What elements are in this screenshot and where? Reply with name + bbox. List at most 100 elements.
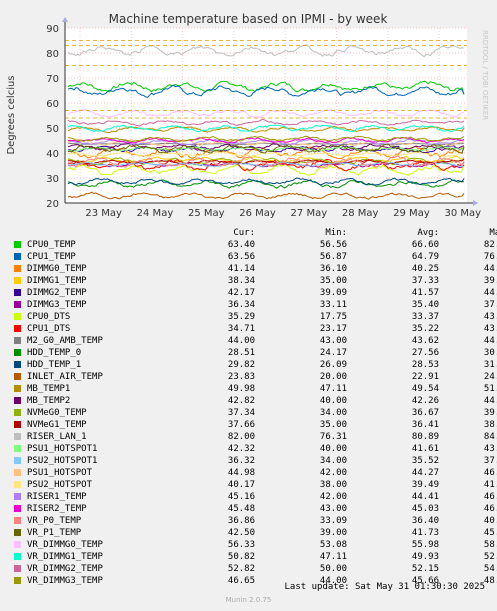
rrdtool-credit: RRDTOOL / TOBI OETIKER xyxy=(481,30,489,121)
legend-cur-value: 49.98 xyxy=(227,384,255,394)
legend-swatch xyxy=(14,445,21,452)
legend-min-value: 17.75 xyxy=(319,312,347,322)
series-line xyxy=(67,151,465,157)
y-tick-label: 80 xyxy=(46,49,59,60)
series-line xyxy=(67,44,465,58)
legend-cur-value: 56.33 xyxy=(227,540,255,550)
legend-swatch xyxy=(14,373,21,380)
legend-cur-value: 37.34 xyxy=(227,408,255,418)
legend-avg-value: 35.22 xyxy=(411,324,439,334)
series-line xyxy=(67,145,465,154)
series-line xyxy=(67,155,465,169)
legend-min-value: 26.09 xyxy=(319,360,347,370)
legend-row: RISER_LAN_1 82.00 76.31 80.89 84.00 xyxy=(12,431,497,443)
series-line xyxy=(67,191,465,200)
last-update: Last update: Sat May 31 01:30:30 2025 xyxy=(284,582,485,592)
legend-series-name: NVMeG0_TEMP xyxy=(27,408,87,418)
legend-cur-value: 40.17 xyxy=(227,480,255,490)
legend-row: PSU2_HOTSPOT 40.17 38.00 39.49 41.00 xyxy=(12,479,497,491)
legend-row: PSU1_HOTSPOT1 42.32 40.00 41.61 43.00 xyxy=(12,443,497,455)
legend-cur-value: 23.83 xyxy=(227,372,255,382)
legend-avg-value: 41.57 xyxy=(411,288,439,298)
legend-cur-value: 29.82 xyxy=(227,360,255,370)
legend-max-value: 43.17 xyxy=(483,324,497,334)
legend-cur-value: 63.40 xyxy=(227,240,255,250)
legend-series-name: VR_DIMMG3_TEMP xyxy=(27,576,103,586)
x-tick-label: 27 May xyxy=(291,208,328,219)
legend-row: CPU1_DTS 34.71 23.17 35.22 43.17 xyxy=(12,323,497,335)
legend-avg-value: 66.60 xyxy=(411,240,439,250)
legend-min-value: 20.00 xyxy=(319,372,347,382)
legend-max-value: 58.90 xyxy=(483,540,497,550)
series-line xyxy=(67,177,465,186)
series-line xyxy=(67,179,465,189)
legend-cur-value: 46.65 xyxy=(227,576,255,586)
legend-swatch xyxy=(14,337,21,344)
legend-max-value: 44.00 xyxy=(483,288,497,298)
legend-row: MB_TEMP2 42.82 40.00 42.26 44.93 xyxy=(12,395,497,407)
x-tick-label: 29 May xyxy=(393,208,430,219)
legend-max-value: 44.90 xyxy=(483,264,497,274)
legend-series-name: NVMeG1_TEMP xyxy=(27,420,87,430)
legend-row: VR_DIMMG1_TEMP 50.82 47.11 49.93 52.00 xyxy=(12,551,497,563)
legend-max-value: 30.00 xyxy=(483,348,497,358)
legend-row: INLET_AIR_TEMP 23.83 20.00 22.91 24.93 xyxy=(12,371,497,383)
x-tick-label: 25 May xyxy=(188,208,225,219)
legend-avg-value: 35.52 xyxy=(411,456,439,466)
legend-series-name: VR_P0_TEMP xyxy=(27,516,82,526)
legend-max-value: 54.00 xyxy=(483,564,497,574)
legend-swatch xyxy=(14,361,21,368)
legend-max-value: 46.00 xyxy=(483,492,497,502)
legend-cur-value: 36.34 xyxy=(227,300,255,310)
legend-row: CPU1_TEMP 63.56 56.87 64.79 76.83 xyxy=(12,251,497,263)
legend-max-value: 52.00 xyxy=(483,552,497,562)
legend-row: NVMeG0_TEMP 37.34 34.00 36.67 39.00 xyxy=(12,407,497,419)
legend-avg-value: 64.79 xyxy=(411,252,439,262)
legend-series-name: VR_DIMMG2_TEMP xyxy=(27,564,103,574)
header-max: Max: xyxy=(489,228,497,238)
legend-cur-value: 42.50 xyxy=(227,528,255,538)
legend-series-name: VR_P1_TEMP xyxy=(27,528,82,538)
legend-min-value: 42.00 xyxy=(319,468,347,478)
legend-max-value: 37.00 xyxy=(483,300,497,310)
legend-swatch xyxy=(14,301,21,308)
legend-avg-value: 44.27 xyxy=(411,468,439,478)
y-tick-label: 20 xyxy=(46,199,59,210)
legend-row: DIMMG3_TEMP 36.34 33.11 35.40 37.00 xyxy=(12,299,497,311)
legend-min-value: 56.87 xyxy=(319,252,347,262)
legend-min-value: 43.00 xyxy=(319,336,347,346)
legend-cur-value: 42.32 xyxy=(227,444,255,454)
legend-avg-value: 52.15 xyxy=(411,564,439,574)
legend-swatch xyxy=(14,265,21,272)
legend-avg-value: 41.73 xyxy=(411,528,439,538)
legend-swatch xyxy=(14,565,21,572)
legend-max-value: 38.00 xyxy=(483,420,497,430)
legend-series-name: RISER_LAN_1 xyxy=(27,432,87,442)
series-line xyxy=(67,157,465,166)
legend-swatch xyxy=(14,397,21,404)
legend-row: VR_DIMMG2_TEMP 52.82 50.00 52.15 54.00 xyxy=(12,563,497,575)
legend-max-value: 51.00 xyxy=(483,384,497,394)
legend-swatch xyxy=(14,505,21,512)
legend-row: DIMMG1_TEMP 38.34 35.00 37.33 39.89 xyxy=(12,275,497,287)
legend-series-name: MB_TEMP2 xyxy=(27,396,71,406)
legend-max-value: 44.00 xyxy=(483,336,497,346)
legend-swatch xyxy=(14,313,21,320)
legend-min-value: 24.17 xyxy=(319,348,347,358)
legend-max-value: 46.91 xyxy=(483,468,497,478)
legend-row: DIMMG2_TEMP 42.17 39.09 41.57 44.00 xyxy=(12,287,497,299)
legend-row: M2_G0_AMB_TEMP 44.00 43.00 43.62 44.00 xyxy=(12,335,497,347)
legend-cur-value: 42.17 xyxy=(227,288,255,298)
legend-avg-value: 45.66 xyxy=(411,576,439,586)
legend-series-name: PSU2_HOTSPOT xyxy=(27,480,93,490)
legend-min-value: 33.11 xyxy=(319,300,347,310)
series-line xyxy=(67,161,465,168)
legend-series-name: PSU1_HOTSPOT xyxy=(27,468,93,478)
legend-row: RISER1_TEMP 45.16 42.00 44.41 46.00 xyxy=(12,491,497,503)
x-axis-arrow xyxy=(473,200,478,206)
legend-min-value: 50.00 xyxy=(319,564,347,574)
y-axis-label: Degrees celcius xyxy=(6,75,17,154)
legend-row: MB_TEMP1 49.98 47.11 49.54 51.00 xyxy=(12,383,497,395)
y-tick-label: 40 xyxy=(46,149,59,160)
legend-cur-value: 82.00 xyxy=(227,432,255,442)
